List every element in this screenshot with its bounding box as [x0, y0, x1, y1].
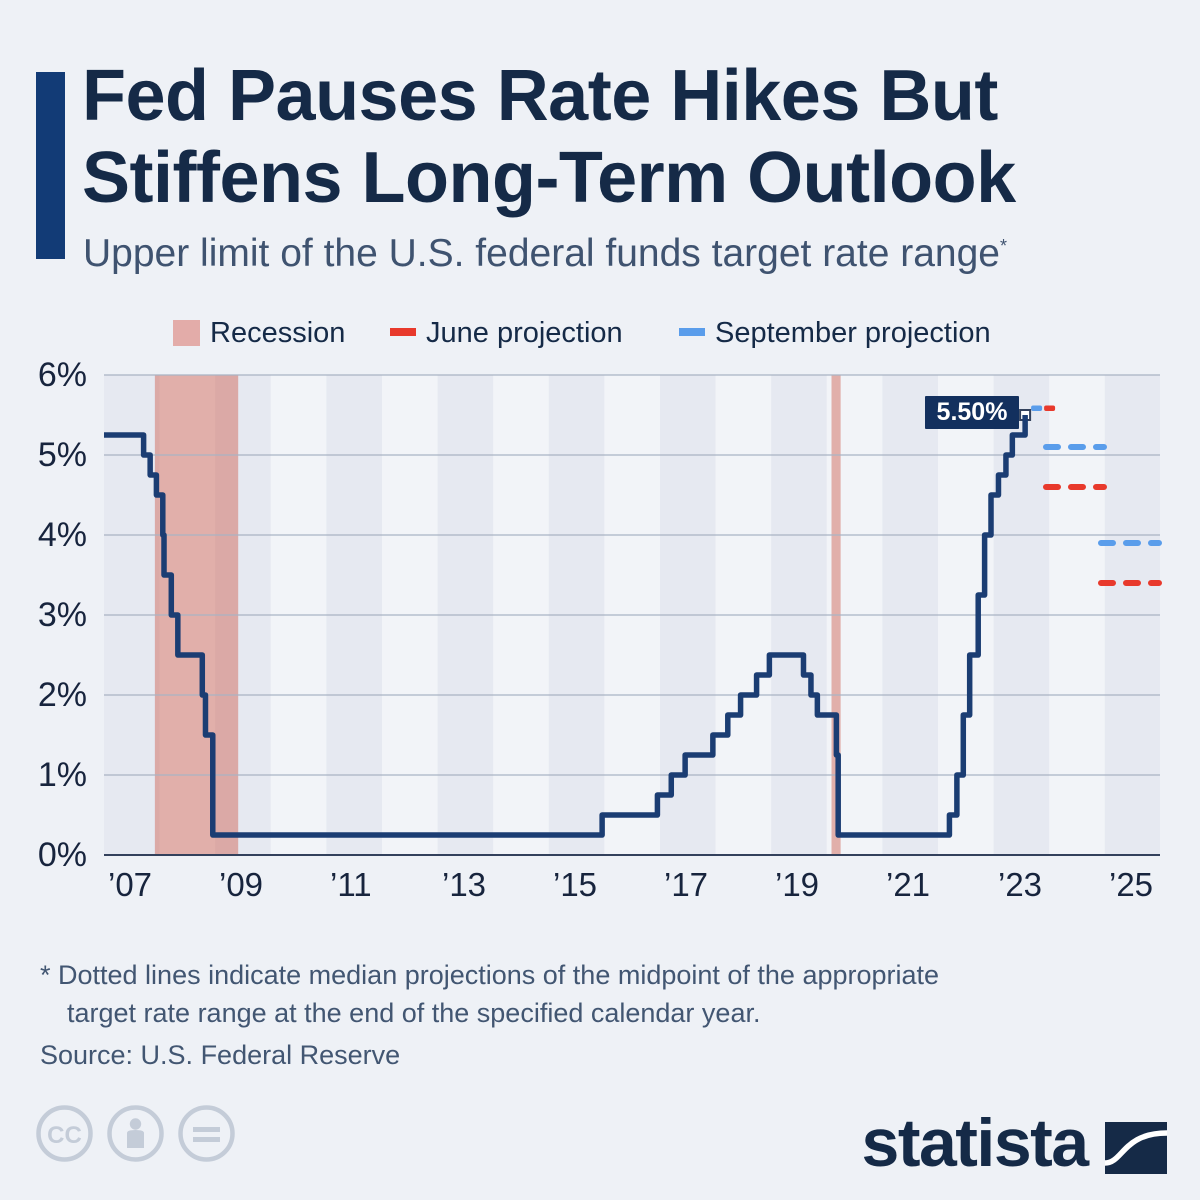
svg-text:CC: CC: [47, 1122, 82, 1149]
